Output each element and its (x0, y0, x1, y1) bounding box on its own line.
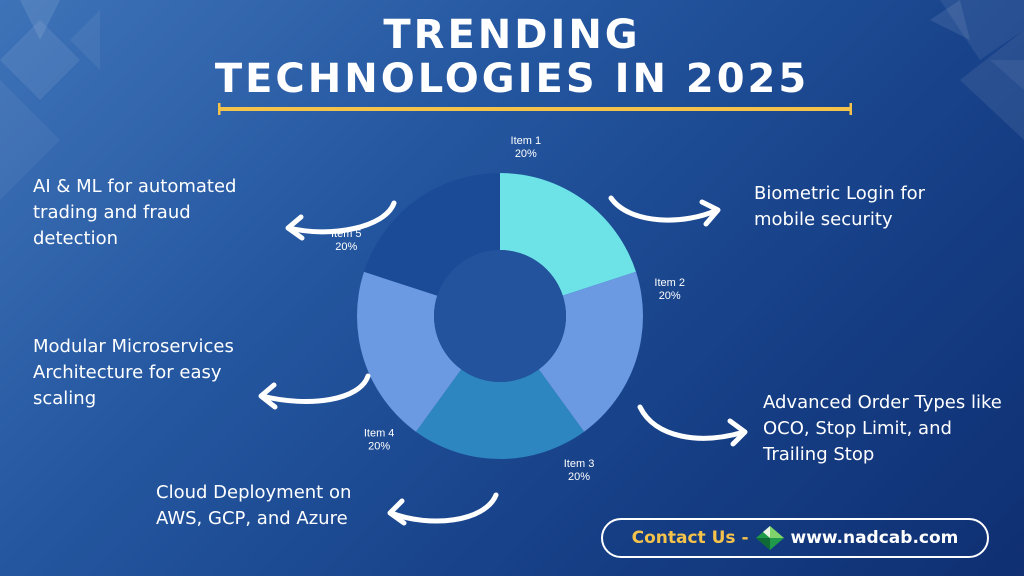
donut-slice-1 (500, 172, 637, 296)
title-underline (218, 103, 852, 115)
page-title-line1: TRENDING (383, 12, 641, 58)
contact-url-link[interactable]: www.nadcab.com (790, 528, 959, 548)
slice-name-label-1: Item 1 (511, 135, 542, 147)
item4-description: Modular Microservices Architecture for e… (33, 336, 234, 409)
contact-bar[interactable]: Contact Us - www.nadcab.com (601, 518, 989, 558)
slice-name-label-4: Item 4 (364, 427, 395, 439)
donut-slice-5 (363, 173, 500, 296)
donut-slice-2 (538, 271, 644, 432)
arrow-item3-head-icon (387, 498, 407, 526)
arrow-item1-icon (608, 195, 720, 223)
arrow-item5-head-icon (285, 214, 305, 241)
slice-value-label-5: 20% (335, 241, 357, 253)
arrow-item1-head-icon (699, 199, 721, 227)
arrow-item4-head-icon (258, 382, 278, 410)
item2-description: Advanced Order Types like OCO, Stop Limi… (763, 392, 1002, 465)
item3-description: Cloud Deployment on AWS, GCP, and Azure (156, 482, 352, 529)
slice-value-label-4: 20% (368, 440, 390, 452)
arrow-item2-icon (637, 404, 747, 441)
slice-name-label-2: Item 2 (654, 277, 685, 289)
donut-slice-4 (357, 271, 462, 432)
slice-value-label-2: 20% (659, 290, 681, 302)
donut-slice-3 (415, 369, 585, 460)
arrow-item4-icon (259, 373, 371, 404)
item1-description: Biometric Login for mobile security (754, 183, 926, 230)
arrow-item5-icon (286, 200, 397, 235)
contact-label: Contact Us - (631, 528, 749, 548)
item5-description: AI & ML for automated trading and fraud … (33, 176, 237, 249)
slice-value-label-1: 20% (515, 148, 537, 160)
nadcab-logo-icon (755, 526, 784, 550)
page-title-line2: TECHNOLOGIES IN 2025 (214, 56, 810, 102)
arrow-item2-head-icon (727, 418, 748, 447)
slice-value-label-3: 20% (568, 471, 590, 483)
donut-hole (434, 250, 566, 382)
slice-name-label-3: Item 3 (564, 458, 595, 470)
arrow-item3-icon (388, 492, 499, 524)
